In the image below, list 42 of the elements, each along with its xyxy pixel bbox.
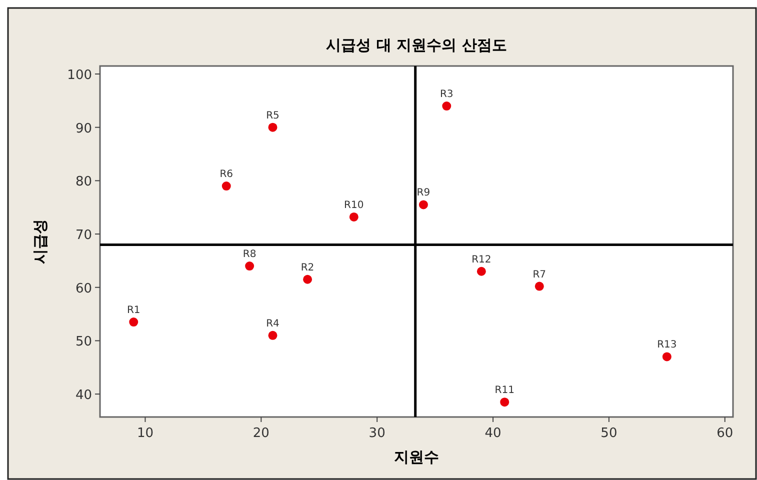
annotation: R11 <box>494 385 514 396</box>
annotation: R10 <box>344 200 364 211</box>
annotation: R6 <box>220 169 234 180</box>
point <box>662 352 672 362</box>
y-tick-label: 90 <box>75 121 92 136</box>
point <box>268 330 278 340</box>
x-tick-label: 30 <box>368 426 386 441</box>
x-tick-label: 10 <box>136 426 154 441</box>
point <box>442 102 452 111</box>
x-tick-label: 20 <box>252 426 270 441</box>
x-tick-label: 40 <box>484 426 502 441</box>
point <box>534 282 544 291</box>
x-axis-title: 지원수 <box>394 448 439 466</box>
point <box>129 318 138 327</box>
point <box>245 262 254 271</box>
y-tick-label: 60 <box>75 281 92 296</box>
annotation: R2 <box>300 262 314 274</box>
x-tick-label: 50 <box>600 426 618 441</box>
annotation: R8 <box>242 249 256 260</box>
y-axis-title: 시급성 <box>31 219 49 264</box>
y-tick-label: 40 <box>75 388 92 404</box>
annotation: R3 <box>440 89 454 100</box>
point <box>349 212 358 222</box>
y-tick-label: 70 <box>75 228 92 244</box>
y-tick-label: 80 <box>75 174 92 190</box>
y-tick-label: 50 <box>75 334 92 350</box>
chart-title: 시급성 대 지원수의 산점도 <box>326 36 507 54</box>
annotation: R4 <box>266 318 280 330</box>
annotation: R1 <box>126 305 140 316</box>
annotation: R12 <box>472 254 492 266</box>
point <box>418 200 428 210</box>
annotation: R7 <box>532 269 546 280</box>
x-tick-label: 60 <box>716 426 734 441</box>
point <box>500 398 510 407</box>
point <box>268 122 278 132</box>
point <box>222 182 231 191</box>
point <box>476 266 486 276</box>
annotation: R13 <box>657 340 677 351</box>
annotation: R9 <box>416 188 430 199</box>
point <box>303 274 312 284</box>
y-tick-label: 100 <box>67 68 92 83</box>
annotation: R5 <box>266 110 280 122</box>
